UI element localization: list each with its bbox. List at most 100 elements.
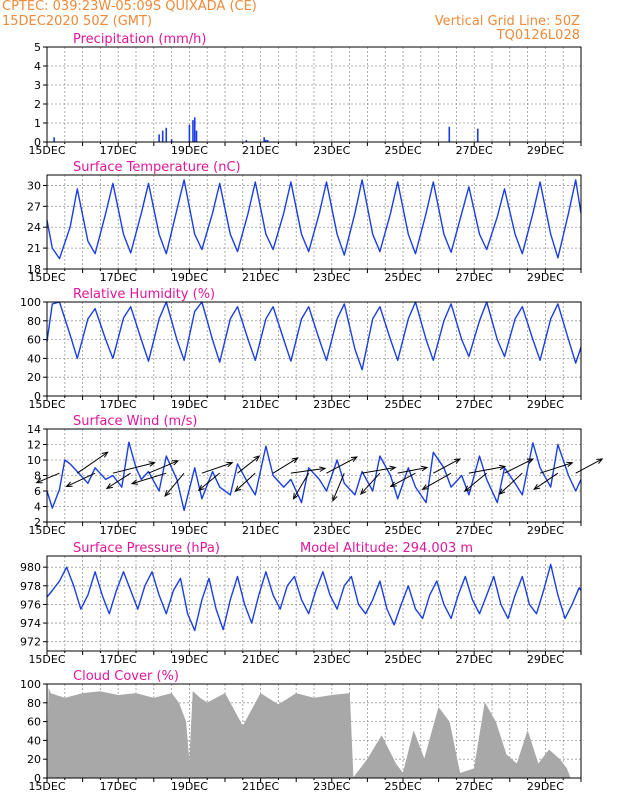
y-tick-label: 10 — [27, 454, 41, 467]
wind-vector — [360, 472, 381, 495]
y-tick-label: 24 — [27, 221, 41, 234]
wind-vector — [326, 456, 358, 474]
wind-vector — [575, 458, 603, 474]
wind-vector — [293, 472, 310, 500]
x-tick-label: 23DEC — [313, 524, 350, 537]
y-tick-label: 4 — [34, 60, 41, 73]
wind-arrowhead — [130, 479, 139, 485]
wind-arrowhead — [389, 481, 397, 488]
wind-arrowhead — [421, 484, 429, 490]
x-tick-label: 21DEC — [242, 653, 279, 666]
x-tick-label: 19DEC — [171, 780, 208, 793]
x-tick-label: 21DEC — [242, 780, 279, 793]
x-tick-label: 23DEC — [313, 780, 350, 793]
wind-vector — [36, 472, 60, 484]
wind-arrowhead — [292, 492, 299, 500]
precip-bar — [165, 127, 168, 142]
precip-bar — [193, 117, 196, 142]
precip-bar — [265, 139, 267, 142]
x-tick-label: 15DEC — [28, 653, 65, 666]
y-tick-label: 30 — [27, 179, 41, 192]
panel-cloud: 0 20 40 60 80 100 15DEC 17DEC 19DEC 21DEC 23DEC 25D… — [20, 669, 582, 793]
wind-vector — [234, 472, 256, 492]
y-tick-label: 27 — [27, 200, 41, 213]
x-tick-label: 23DEC — [313, 271, 350, 284]
panel-title: Surface Pressure (hPa) — [73, 541, 220, 556]
y-tick-label: 100 — [20, 296, 41, 309]
x-tick-label: 19DEC — [171, 653, 208, 666]
x-tick-label: 15DEC — [28, 398, 65, 411]
wind-vector — [504, 458, 534, 474]
wind-arrowhead — [596, 458, 604, 464]
x-tick-label: 25DEC — [384, 144, 421, 157]
y-tick-label: 40 — [27, 734, 41, 747]
panel-title: Surface Wind (m/s) — [73, 414, 197, 429]
x-tick-label: 15DEC — [28, 524, 65, 537]
y-tick-label: 980 — [20, 561, 41, 574]
x-tick-label: 29DEC — [527, 780, 564, 793]
wind-arrowhead — [35, 478, 43, 484]
x-tick-label: 17DEC — [100, 144, 137, 157]
x-tick-label: 21DEC — [242, 144, 279, 157]
x-tick-label: 27DEC — [456, 780, 493, 793]
wind-arrowhead — [234, 485, 242, 493]
y-tick-label: 972 — [20, 636, 41, 649]
cloud-area — [46, 688, 581, 779]
panel-annotation: Model Altitude: 294.003 m — [300, 541, 473, 556]
y-tick-label: 60 — [27, 334, 41, 347]
precip-bar — [161, 130, 164, 142]
x-tick-label: 19DEC — [171, 398, 208, 411]
wind-arrowhead — [389, 465, 397, 472]
wind-arrowhead — [453, 458, 461, 464]
y-tick-label: 20 — [27, 753, 41, 766]
wind-vector — [422, 472, 452, 490]
y-tick-label: 12 — [27, 439, 41, 452]
wind-arrowhead — [498, 488, 506, 495]
rh-line — [46, 301, 582, 371]
precip-bar — [170, 139, 173, 142]
wind-arrowhead — [65, 481, 73, 488]
x-tick-label: 19DEC — [171, 524, 208, 537]
wind-arrowhead — [171, 460, 180, 466]
model-id: TQ0126L028 — [496, 28, 580, 43]
wind-vector — [499, 472, 523, 495]
panel-precip: 0 1 2 3 4 5 15DEC 17DEC 19DEC 21DEC 23DEC 25DEC 27DE… — [28, 32, 582, 157]
x-tick-label: 19DEC — [171, 144, 208, 157]
run-date: 15DEC2020 50Z (GMT) — [2, 14, 153, 29]
y-tick-label: 6 — [34, 485, 41, 498]
x-tick-label: 17DEC — [100, 398, 137, 411]
y-tick-label: 0 — [34, 390, 41, 403]
x-tick-label: 23DEC — [313, 144, 350, 157]
wind-arrowhead — [498, 464, 507, 471]
y-tick-label: 0 — [34, 772, 41, 785]
precip-bar — [158, 134, 160, 142]
x-tick-label: 27DEC — [456, 144, 493, 157]
precip-bar — [192, 120, 194, 142]
wind-vector — [539, 462, 573, 474]
precip-bar — [188, 124, 191, 142]
wind-arrowhead — [566, 461, 574, 468]
x-tick-label: 29DEC — [527, 398, 564, 411]
temp-line — [46, 179, 582, 260]
wind-vector — [361, 466, 396, 474]
x-tick-label: 27DEC — [456, 271, 493, 284]
panel-frame — [46, 174, 582, 270]
wind-arrowhead — [526, 458, 535, 464]
y-tick-label: 60 — [27, 716, 41, 729]
wind-vector — [237, 455, 260, 474]
x-tick-label: 21DEC — [242, 398, 279, 411]
wind-vector — [533, 472, 559, 490]
y-tick-label: 978 — [20, 580, 41, 593]
x-tick-label: 27DEC — [456, 524, 493, 537]
x-tick-label: 21DEC — [242, 524, 279, 537]
x-tick-label: 25DEC — [384, 524, 421, 537]
wind-arrowhead — [319, 466, 327, 472]
wind-arrowhead — [332, 494, 338, 502]
wind-arrowhead — [101, 451, 109, 458]
y-tick-label: 4 — [34, 501, 41, 514]
wind-vector — [131, 472, 167, 485]
wind-line — [46, 441, 582, 512]
x-tick-label: 19DEC — [171, 271, 208, 284]
y-tick-label: 2 — [34, 516, 41, 529]
wind-arrowhead — [359, 488, 367, 496]
